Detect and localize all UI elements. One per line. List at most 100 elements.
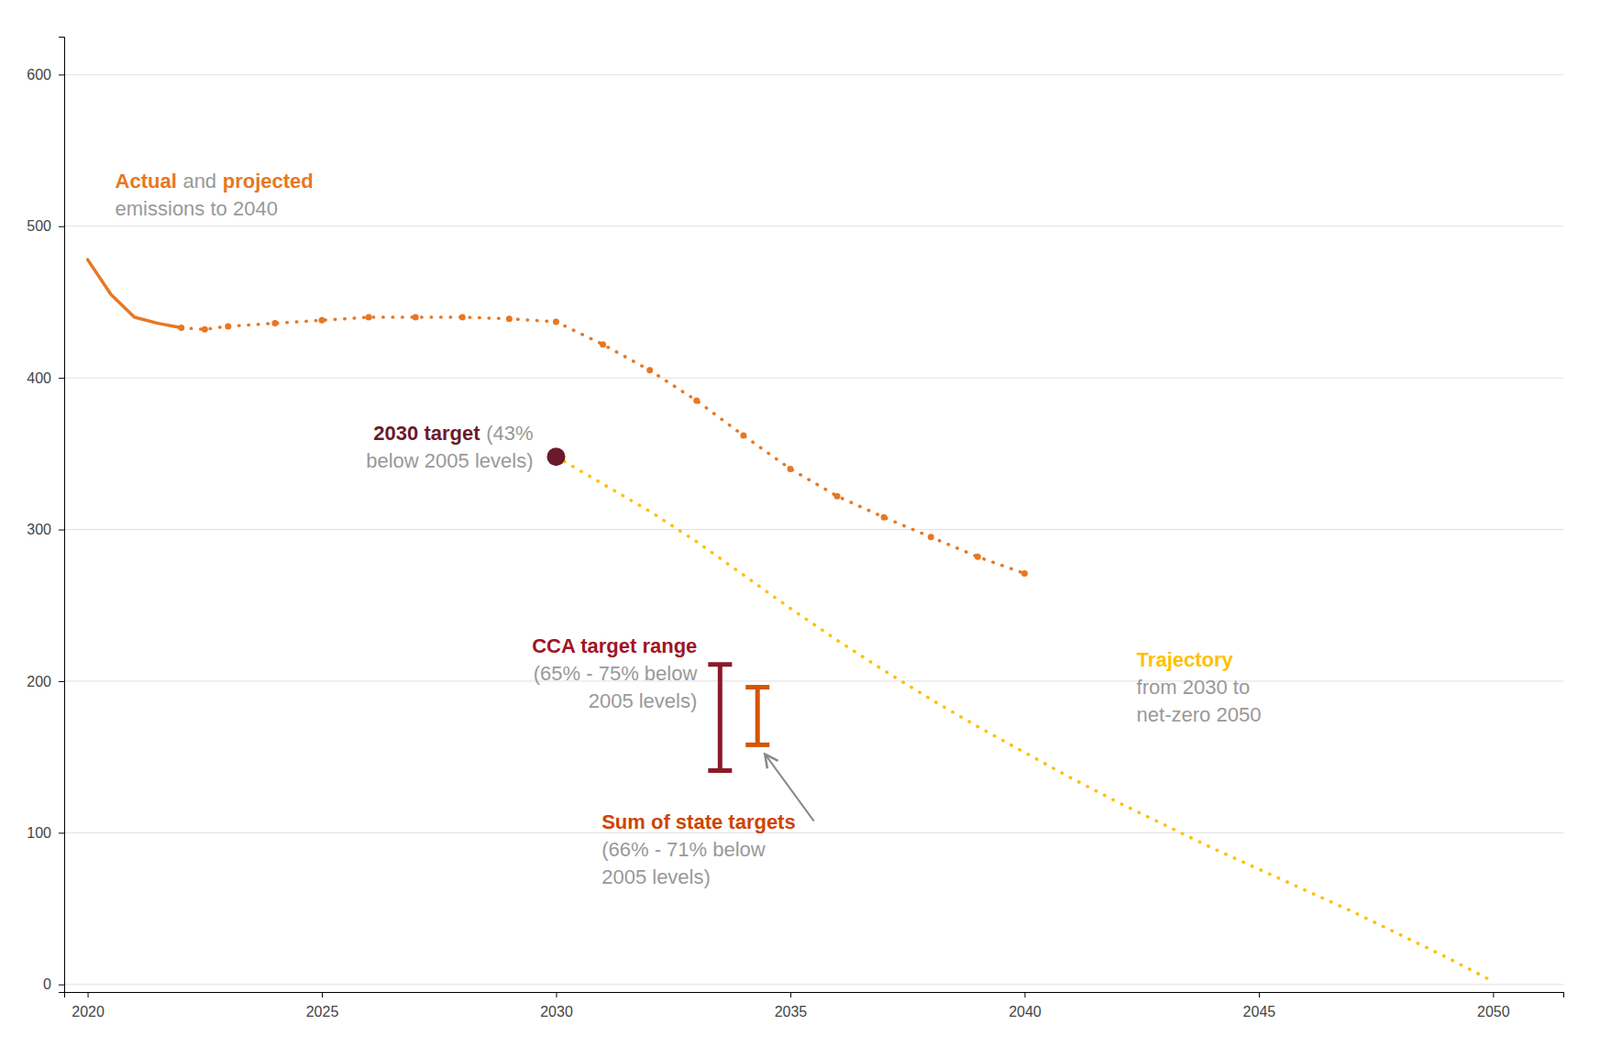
annotation-text: CCA target range [531, 634, 697, 658]
series-point [1021, 570, 1028, 577]
x-tick-label: 2035 [774, 1004, 808, 1020]
annotation-text: 2030 target [373, 421, 481, 445]
series-point [646, 366, 653, 374]
y-tick: 0 [43, 976, 65, 993]
series-point [412, 313, 420, 320]
series-point [599, 341, 607, 348]
y-tick: 600 [26, 66, 65, 83]
grid-line [64, 377, 1564, 379]
series-point [201, 326, 209, 333]
series-1 [177, 313, 1028, 577]
annotation-arrow [764, 753, 815, 821]
annotation-line: 2005 levels) [588, 689, 698, 713]
annotation-text: emissions to 2040 [115, 197, 278, 221]
series-4 [707, 664, 732, 772]
series-line [88, 259, 182, 328]
x-tick-label: 2040 [1008, 1004, 1042, 1020]
series-line [181, 317, 1026, 574]
range-cap-top [707, 662, 732, 667]
y-tick-label: 0 [43, 976, 52, 993]
series-point [739, 431, 747, 439]
annotation-text: Actual [115, 169, 177, 193]
annotation-line: (65% - 75% below [533, 662, 698, 685]
target-point [546, 447, 565, 466]
y-tick-label: 200 [26, 673, 52, 690]
chart-container: 2020202520302035204020452050010020030040… [0, 0, 1600, 1047]
series-point [365, 313, 373, 320]
x-tick-mark [88, 992, 89, 998]
range-bar [755, 687, 761, 746]
x-tick: 2025 [306, 992, 340, 1020]
series-point [224, 322, 232, 330]
annotation-line: Sum of state targets [601, 810, 796, 834]
range-cap-top [745, 684, 770, 690]
y-tick: 300 [26, 521, 65, 538]
y-tick-label: 500 [26, 218, 52, 234]
y-tick: 200 [26, 673, 65, 690]
series-0 [88, 259, 182, 328]
plot-marks [88, 259, 1494, 982]
x-tick: 2040 [1008, 992, 1042, 1020]
range-cap-bottom [745, 742, 770, 748]
x-tick-label: 2045 [1243, 1004, 1277, 1020]
y-tick-mark [58, 832, 65, 834]
annotation-line: emissions to 2040 [115, 197, 278, 221]
series-2 [555, 456, 1493, 982]
grid-line [64, 529, 1564, 530]
x-tick-mark [555, 992, 557, 998]
x-tick-label: 2050 [1477, 1004, 1511, 1020]
annotation-text: projected [222, 169, 314, 193]
range-cap-bottom [707, 768, 732, 773]
x-tick-mark [1024, 992, 1026, 998]
series-point [459, 313, 466, 320]
x-axis: 2020202520302035204020452050 [65, 992, 1565, 1020]
series-point [506, 315, 513, 322]
y-axis: 0100200300400500600 [26, 37, 65, 994]
x-tick: 2020 [71, 992, 105, 1020]
series-point [693, 397, 700, 404]
range-bar [717, 664, 723, 772]
x-tick-label: 2025 [306, 1004, 340, 1020]
annotation-text: (65% - 75% below [533, 662, 698, 685]
y-tick: 400 [26, 370, 65, 387]
y-tick-mark [58, 529, 65, 531]
annotation-text: Trajectory [1136, 648, 1235, 672]
grid-line [64, 74, 1564, 76]
series-point [927, 533, 935, 541]
chart-svg: 2020202520302035204020452050010020030040… [0, 0, 1600, 1047]
x-tick: 2050 [1477, 992, 1511, 1020]
x-tick-label: 2020 [71, 1004, 105, 1020]
series-point [319, 317, 326, 324]
annotation-text: Sum of state targets [601, 810, 796, 834]
x-tick: 2045 [1243, 992, 1277, 1020]
y-tick-mark [58, 984, 65, 986]
y-tick-mark [58, 377, 65, 379]
series-5 [745, 687, 770, 746]
y-tick-mark [58, 226, 65, 228]
y-tick-label: 400 [26, 370, 52, 387]
annotation-line: (66% - 71% below [601, 838, 766, 861]
annotation-text: and [182, 169, 217, 193]
annotation-text: below 2005 levels) [365, 449, 533, 473]
series-point [786, 465, 794, 473]
annotation-line: net-zero 2050 [1136, 703, 1262, 727]
series-point [834, 493, 841, 500]
annotation-line: Actualandprojected [115, 169, 314, 193]
x-tick-mark [1258, 992, 1260, 998]
grid-line [64, 680, 1564, 682]
x-tick-mark [790, 992, 792, 998]
series-point [177, 324, 185, 332]
annotation-line: from 2030 to [1136, 675, 1251, 699]
annotation-line: CCA target range [531, 634, 697, 658]
annotation-line: below 2005 levels) [365, 449, 533, 473]
series-point [552, 318, 560, 325]
grid-line [64, 983, 1564, 985]
y-tick-mark [58, 681, 65, 683]
series-point [881, 514, 888, 521]
y-axis-line [58, 37, 66, 994]
annotation-text: 2005 levels) [601, 865, 711, 889]
annotation-text: net-zero 2050 [1136, 703, 1262, 727]
grid-line [64, 832, 1564, 834]
series-line [555, 456, 1493, 982]
x-tick-mark [321, 992, 323, 998]
